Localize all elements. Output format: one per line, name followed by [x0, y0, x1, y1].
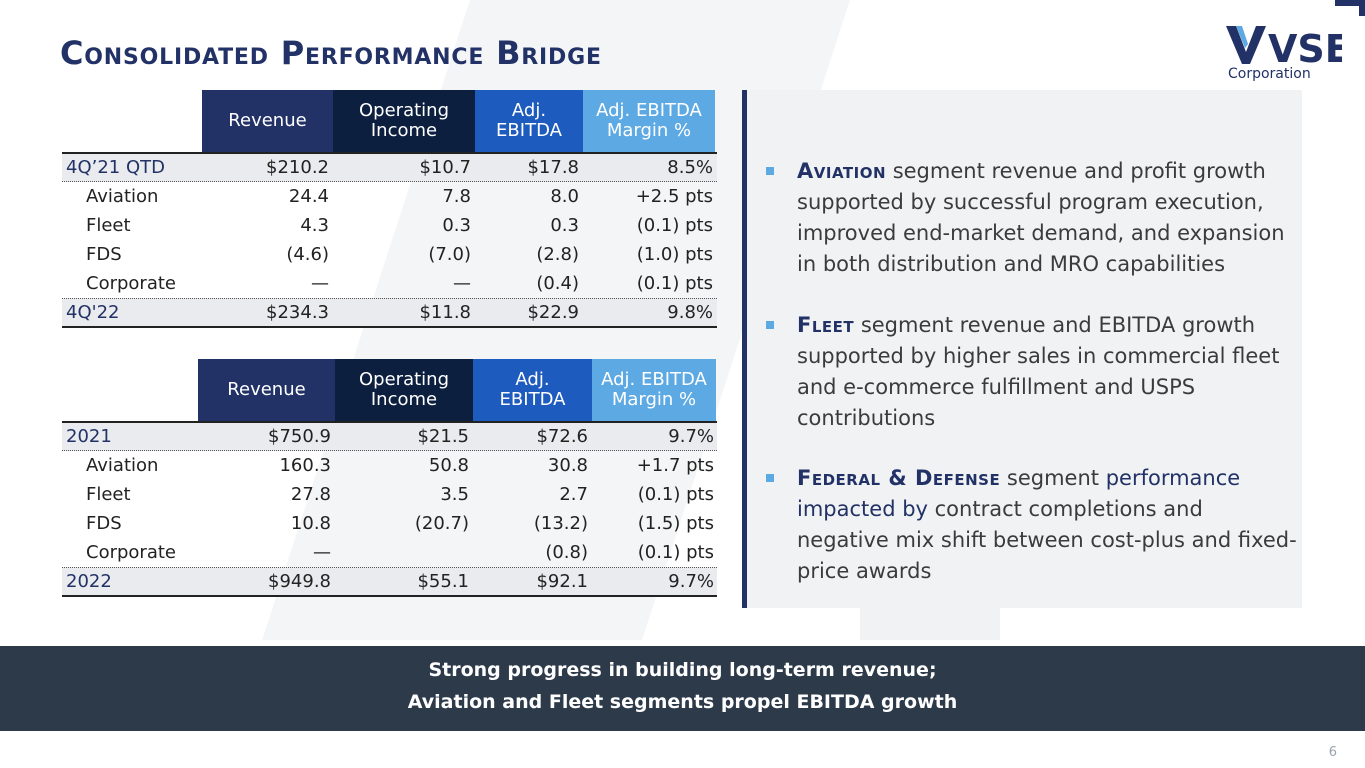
bullet-square-icon: [766, 321, 774, 329]
summary-banner: Strong progress in building long-term re…: [0, 646, 1365, 731]
header-revenue: Revenue: [198, 359, 335, 421]
bullet-federal-defense: Federal & Defense segment performance im…: [766, 463, 1297, 587]
header-ebitda-margin: Adj. EBITDA Margin %: [592, 359, 716, 421]
header-operating-income: Operating Income: [333, 90, 475, 152]
table-row: Corporate — — (0.4) (0.1) pts: [86, 273, 713, 294]
table-row: Fleet 4.3 0.3 0.3 (0.1) pts: [86, 215, 713, 236]
header-operating-income: Operating Income: [335, 359, 473, 421]
quarter-bridge-table: Revenue Operating Income Adj. EBITDA Adj…: [62, 90, 717, 328]
bullet-square-icon: [766, 167, 774, 175]
table-header: Revenue Operating Income Adj. EBITDA Adj…: [62, 90, 717, 152]
table-row: FDS 10.8 (20.7) (13.2) (1.5) pts: [86, 513, 714, 534]
summary-line-2: Aviation and Fleet segments propel EBITD…: [407, 691, 958, 713]
table-row: Corporate — (0.8) (0.1) pts: [86, 542, 714, 563]
bullet-square-icon: [766, 474, 774, 482]
table-row: Aviation 160.3 50.8 30.8 +1.7 pts: [86, 455, 714, 476]
header-ebitda-margin: Adj. EBITDA Margin %: [583, 90, 715, 152]
year-bridge-table: Revenue Operating Income Adj. EBITDA Adj…: [62, 359, 717, 597]
table-row: Fleet 27.8 3.5 2.7 (0.1) pts: [86, 484, 714, 505]
table-row-end: 4Q'22 $234.3 $11.8 $22.9 9.8%: [62, 298, 717, 328]
header-revenue: Revenue: [202, 90, 333, 152]
table-row: Aviation 24.4 7.8 8.0 +2.5 pts: [86, 186, 713, 207]
logo-brand: VSE: [1268, 27, 1342, 71]
commentary-panel: Aviation segment revenue and profit grow…: [742, 90, 1302, 608]
table-row-start: 4Q’21 QTD $210.2 $10.7 $17.8 8.5%: [62, 152, 717, 182]
table-row-start: 2021 $750.9 $21.5 $72.6 9.7%: [62, 421, 717, 451]
logo-sub: Corporation: [1228, 66, 1311, 82]
vse-logo: VSE Corporation: [1222, 22, 1351, 82]
page-number: 6: [1328, 745, 1337, 760]
table-header: Revenue Operating Income Adj. EBITDA Adj…: [62, 359, 717, 421]
page-title: Consolidated Performance Bridge: [60, 34, 602, 72]
corner-accent: [1335, 0, 1365, 16]
header-adj-ebitda: Adj. EBITDA: [473, 359, 592, 421]
bullet-fleet: Fleet segment revenue and EBITDA growth …: [766, 310, 1297, 434]
header-adj-ebitda: Adj. EBITDA: [475, 90, 583, 152]
bullet-aviation: Aviation segment revenue and profit grow…: [766, 156, 1297, 280]
table-row: FDS (4.6) (7.0) (2.8) (1.0) pts: [86, 244, 713, 265]
summary-line-1: Strong progress in building long-term re…: [428, 659, 937, 681]
table-row-end: 2022 $949.8 $55.1 $92.1 9.7%: [62, 567, 717, 597]
